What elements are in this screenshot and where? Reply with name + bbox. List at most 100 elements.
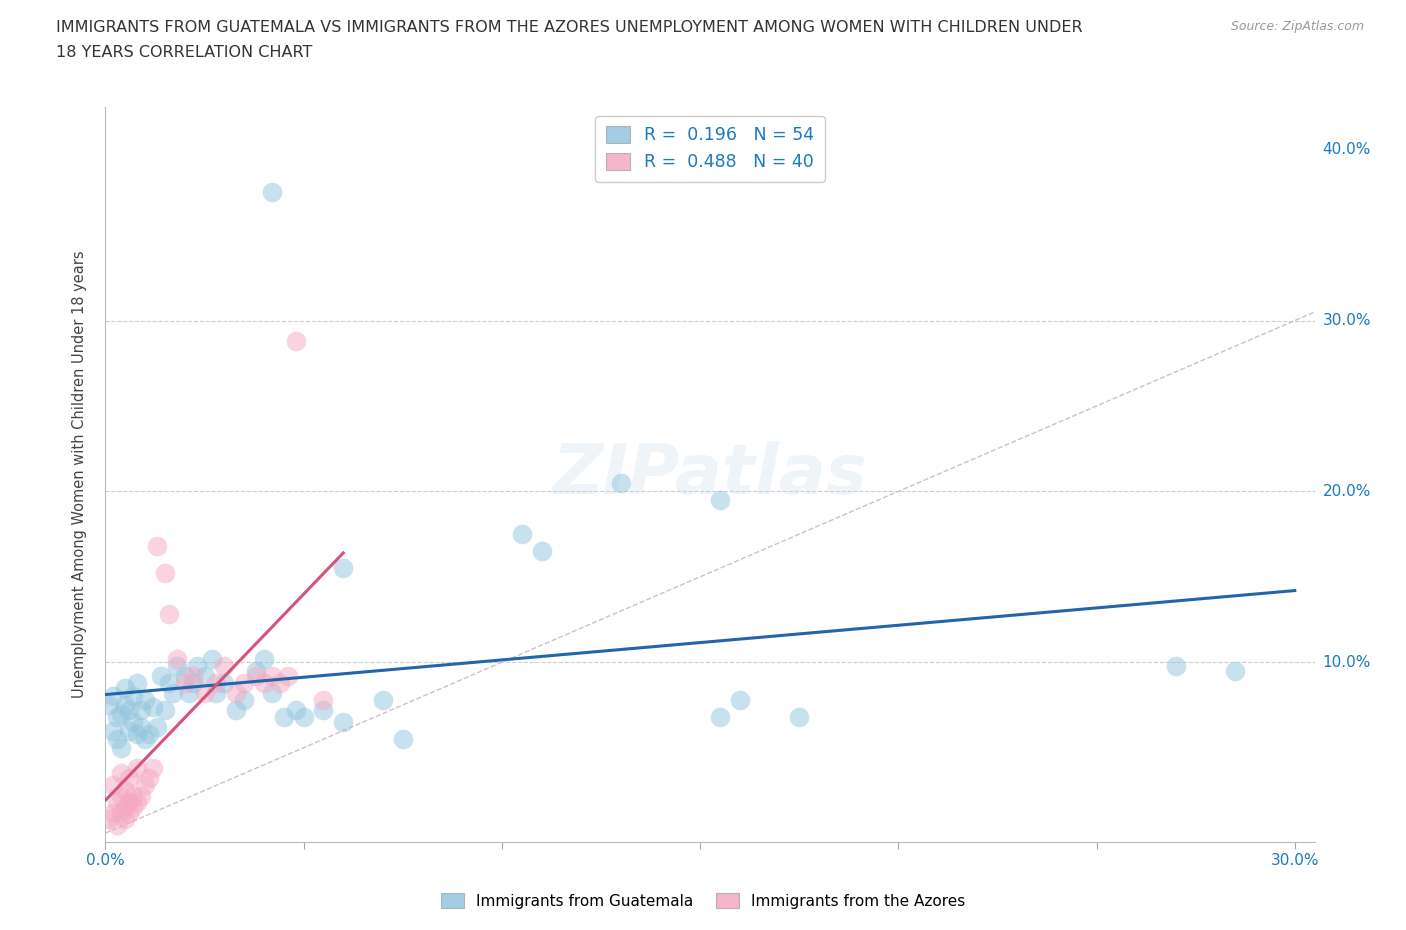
- Point: [134, 777, 156, 792]
- Point: [98, 812, 121, 827]
- Point: [118, 805, 141, 820]
- Point: [105, 732, 128, 747]
- Point: [103, 805, 125, 820]
- Point: [122, 689, 145, 704]
- Point: [181, 675, 204, 690]
- Point: [153, 566, 176, 581]
- Point: [201, 651, 224, 666]
- Point: [166, 658, 188, 673]
- Point: [146, 720, 169, 735]
- Point: [260, 185, 283, 200]
- Point: [510, 526, 533, 541]
- Point: [118, 795, 141, 810]
- Point: [110, 766, 132, 781]
- Point: [1225, 663, 1247, 678]
- Text: 10.0%: 10.0%: [1323, 655, 1371, 670]
- Text: IMMIGRANTS FROM GUATEMALA VS IMMIGRANTS FROM THE AZORES UNEMPLOYMENT AMONG WOMEN: IMMIGRANTS FROM GUATEMALA VS IMMIGRANTS …: [56, 20, 1083, 35]
- Point: [110, 788, 132, 803]
- Point: [1164, 658, 1187, 673]
- Point: [225, 685, 247, 700]
- Point: [233, 693, 256, 708]
- Point: [260, 669, 283, 684]
- Point: [142, 699, 165, 714]
- Text: ZIPatlas: ZIPatlas: [553, 441, 868, 508]
- Point: [173, 669, 195, 684]
- Point: [110, 740, 132, 755]
- Point: [277, 669, 299, 684]
- Point: [103, 724, 125, 738]
- Point: [260, 685, 283, 700]
- Point: [122, 788, 145, 803]
- Point: [253, 651, 276, 666]
- Point: [332, 714, 354, 729]
- Point: [253, 675, 276, 690]
- Point: [134, 693, 156, 708]
- Point: [114, 698, 136, 712]
- Point: [312, 703, 335, 718]
- Point: [110, 805, 132, 820]
- Point: [103, 777, 125, 792]
- Text: 40.0%: 40.0%: [1323, 142, 1371, 157]
- Point: [186, 658, 208, 673]
- Point: [292, 710, 315, 724]
- Point: [214, 658, 236, 673]
- Point: [157, 675, 180, 690]
- Point: [127, 726, 149, 741]
- Point: [312, 693, 335, 708]
- Point: [118, 771, 141, 786]
- Point: [709, 710, 731, 724]
- Point: [110, 706, 132, 721]
- Point: [709, 493, 731, 508]
- Point: [129, 703, 152, 718]
- Point: [127, 675, 149, 690]
- Point: [245, 663, 267, 678]
- Text: Source: ZipAtlas.com: Source: ZipAtlas.com: [1230, 20, 1364, 33]
- Point: [284, 703, 307, 718]
- Point: [391, 732, 413, 747]
- Point: [371, 693, 394, 708]
- Point: [214, 675, 236, 690]
- Point: [129, 788, 152, 803]
- Point: [284, 334, 307, 349]
- Point: [122, 800, 145, 815]
- Point: [205, 675, 228, 690]
- Point: [105, 817, 128, 832]
- Point: [118, 724, 141, 738]
- Point: [129, 720, 152, 735]
- Point: [114, 783, 136, 798]
- Point: [610, 475, 633, 490]
- Point: [193, 669, 215, 684]
- Point: [273, 710, 295, 724]
- Point: [146, 538, 169, 553]
- Point: [142, 761, 165, 776]
- Text: 18 YEARS CORRELATION CHART: 18 YEARS CORRELATION CHART: [56, 45, 312, 60]
- Point: [138, 726, 160, 741]
- Text: 20.0%: 20.0%: [1323, 484, 1371, 498]
- Point: [103, 689, 125, 704]
- Point: [122, 714, 145, 729]
- Point: [98, 698, 121, 712]
- Point: [105, 710, 128, 724]
- Point: [114, 800, 136, 815]
- Point: [127, 761, 149, 776]
- Point: [114, 812, 136, 827]
- Point: [162, 685, 184, 700]
- Point: [173, 675, 195, 690]
- Y-axis label: Unemployment Among Women with Children Under 18 years: Unemployment Among Women with Children U…: [72, 250, 87, 698]
- Legend: Immigrants from Guatemala, Immigrants from the Azores: Immigrants from Guatemala, Immigrants fr…: [434, 887, 972, 915]
- Text: 30.0%: 30.0%: [1323, 313, 1371, 328]
- Point: [245, 669, 267, 684]
- Point: [530, 544, 553, 559]
- Point: [233, 675, 256, 690]
- Point: [205, 685, 228, 700]
- Point: [105, 795, 128, 810]
- Point: [149, 669, 172, 684]
- Point: [134, 732, 156, 747]
- Point: [225, 703, 247, 718]
- Point: [332, 561, 354, 576]
- Point: [166, 651, 188, 666]
- Legend: R =  0.196   N = 54, R =  0.488   N = 40: R = 0.196 N = 54, R = 0.488 N = 40: [596, 115, 824, 181]
- Point: [157, 607, 180, 622]
- Point: [269, 675, 291, 690]
- Point: [193, 685, 215, 700]
